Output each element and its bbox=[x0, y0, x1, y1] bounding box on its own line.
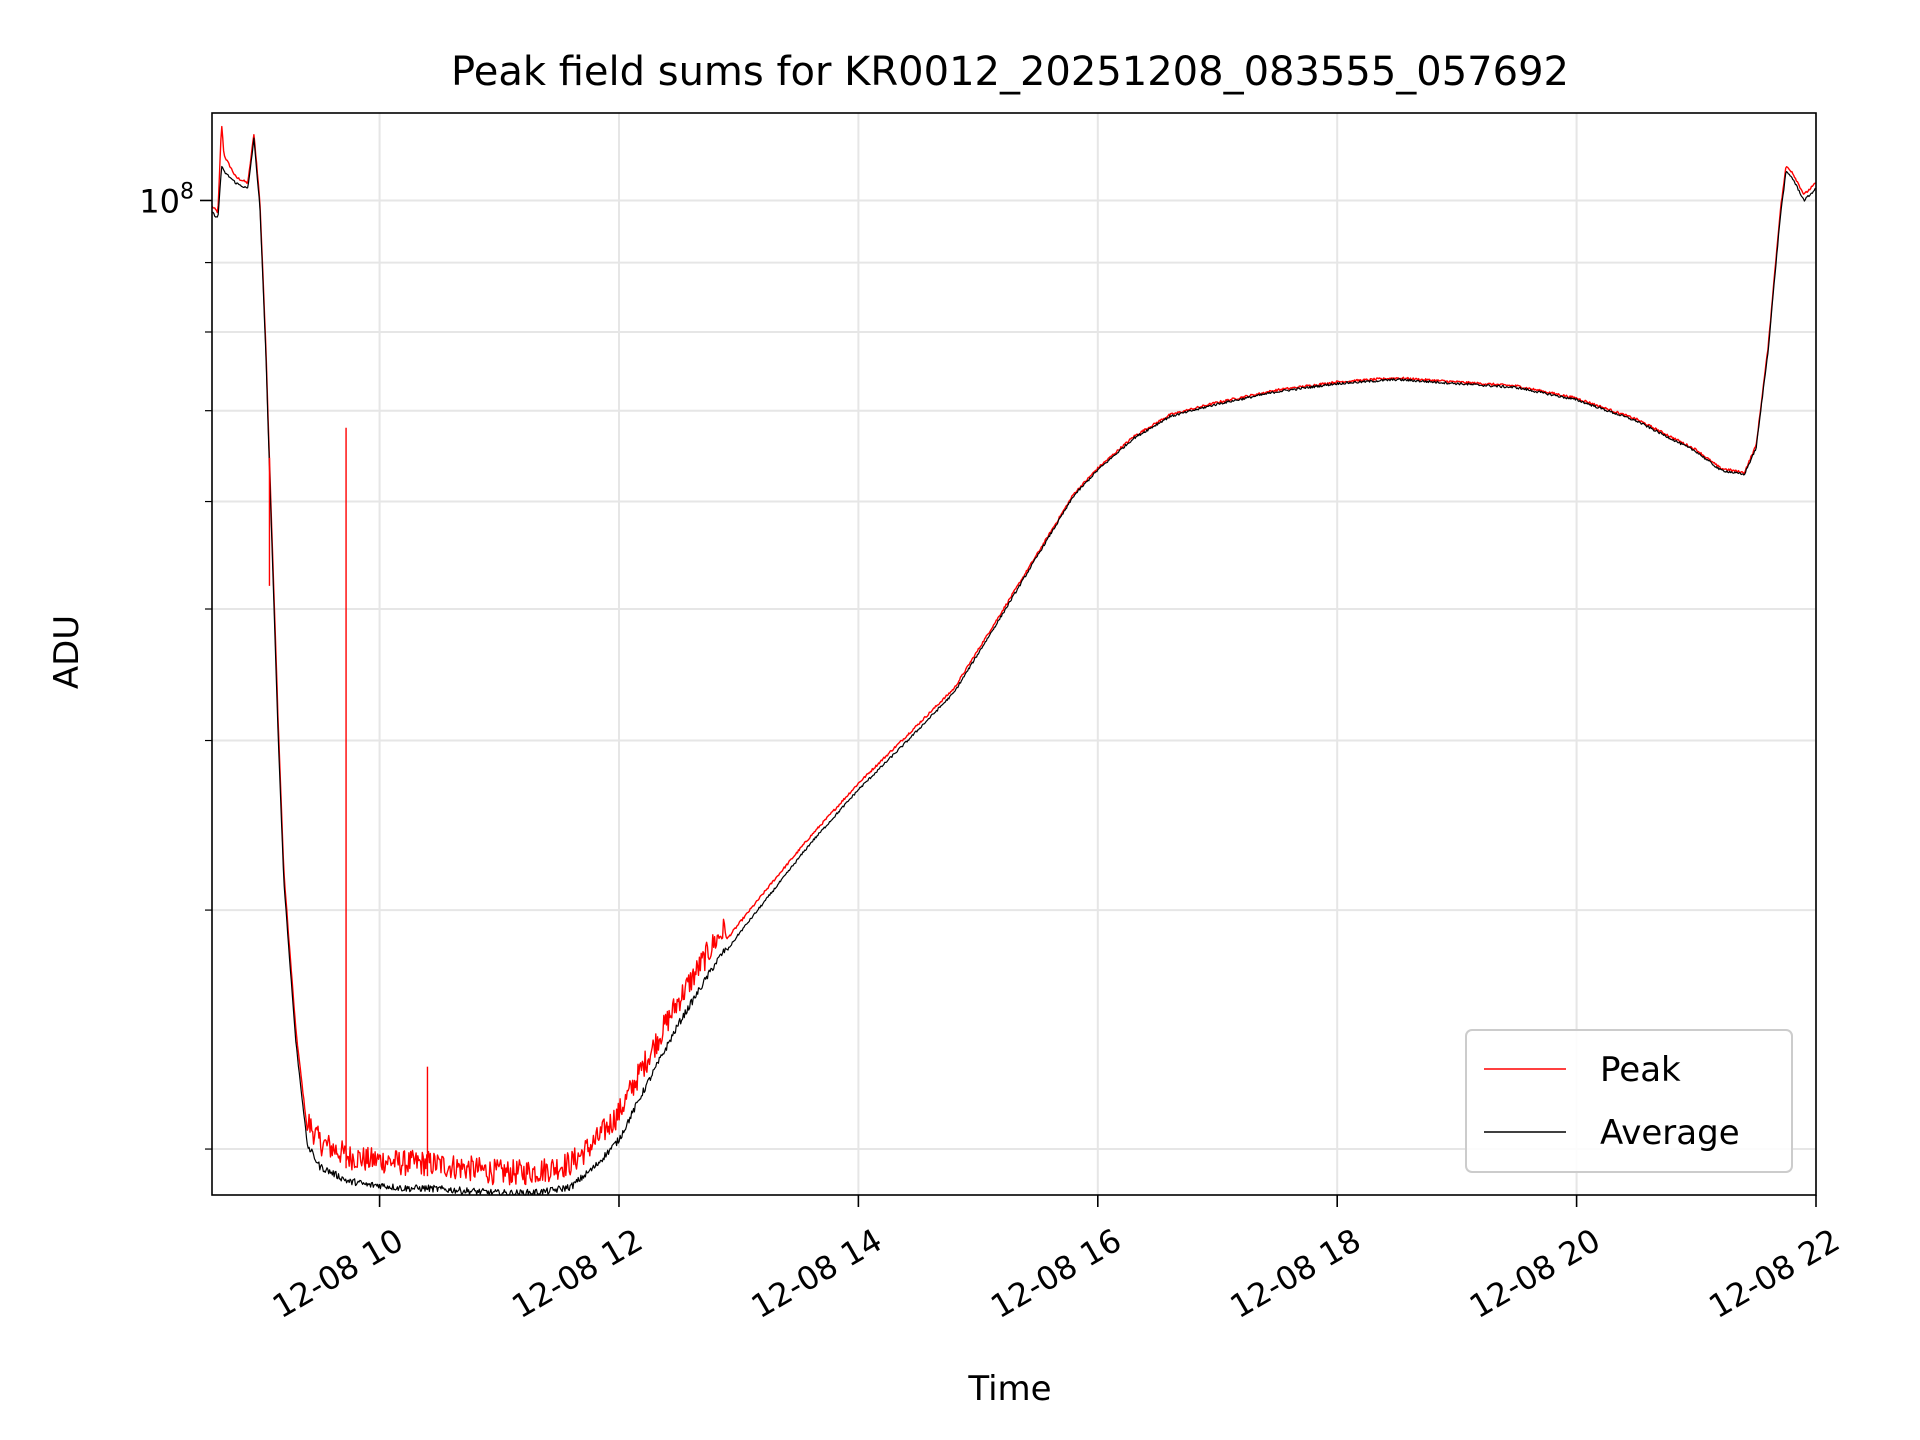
x-axis-label: Time bbox=[967, 1369, 1051, 1409]
chart-title: Peak field sums for KR0012_20251208_0835… bbox=[451, 49, 1569, 95]
series-layer bbox=[211, 125, 1817, 1196]
x-tick-label: 12-08 20 bbox=[1463, 1221, 1607, 1326]
x-tick-label: 12-08 14 bbox=[745, 1221, 889, 1326]
x-tick-label: 12-08 10 bbox=[266, 1221, 410, 1326]
x-tick-label: 12-08 18 bbox=[1224, 1221, 1368, 1326]
series-line-average bbox=[211, 137, 1817, 1196]
legend-box bbox=[1465, 1029, 1793, 1173]
y-axis-ticks: 108 bbox=[139, 179, 212, 1150]
legend-label-peak: Peak bbox=[1600, 1050, 1681, 1090]
legend-label-average: Average bbox=[1600, 1113, 1740, 1153]
grid-lines bbox=[212, 113, 1817, 1195]
y-axis-label: ADU bbox=[47, 615, 87, 689]
y-tick-label: 108 bbox=[139, 179, 194, 220]
x-axis-ticks: 12-08 10 12-08 12 12-08 14 12-08 16 12-08 18… bbox=[266, 1195, 1846, 1326]
series-line-peak bbox=[211, 125, 1817, 1186]
axes-frame bbox=[211, 112, 1817, 1196]
x-tick-label: 12-08 12 bbox=[505, 1221, 649, 1326]
legend: Peak Average bbox=[1465, 1029, 1793, 1173]
x-tick-label: 12-08 22 bbox=[1702, 1221, 1846, 1326]
x-tick-label: 12-08 16 bbox=[984, 1221, 1128, 1326]
